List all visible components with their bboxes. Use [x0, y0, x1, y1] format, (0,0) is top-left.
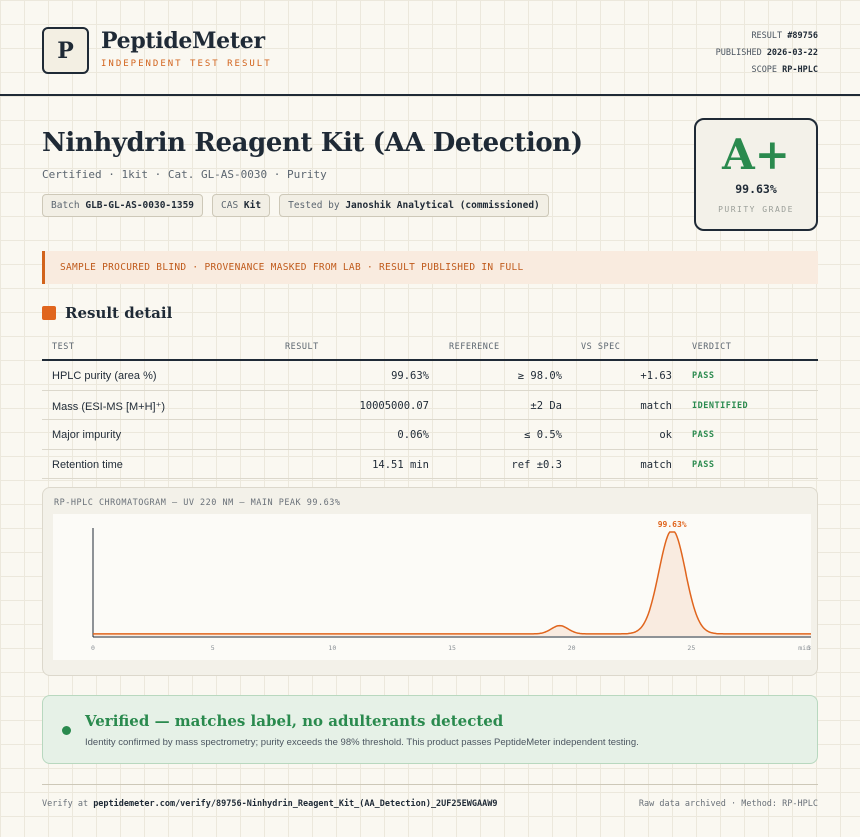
cell-result: 99.63% — [391, 370, 429, 382]
x-tick-label: 20 — [568, 644, 576, 652]
header-reference: REFERENCE — [449, 342, 500, 352]
product-title: Ninhydrin Reagent Kit (AA Detection) — [42, 128, 583, 158]
chromatogram-panel: RP-HPLC CHROMATOGRAM — UV 220 NM — MAIN … — [42, 487, 818, 676]
result-label: RESULT — [751, 31, 783, 41]
header-vs-spec: VS SPEC — [581, 342, 621, 352]
grade-label: PURITY GRADE — [718, 205, 794, 214]
cell-verdict: PASS — [692, 459, 715, 470]
section-header: Result detail — [42, 304, 172, 322]
table-header: TEST RESULT REFERENCE VS SPEC VERDICT — [42, 340, 818, 361]
grade-letter: A+ — [722, 130, 790, 179]
cell-result: 14.51 min — [372, 458, 429, 471]
cas-chip: CAS Kit — [212, 194, 271, 217]
cell-reference: ≤ 0.5% — [524, 429, 562, 441]
cell-vs-spec: match — [640, 399, 672, 412]
chromatogram-fill — [93, 532, 811, 636]
brand-subtitle: INDEPENDENT TEST RESULT — [101, 59, 272, 69]
tested-by-chip: Tested by Janoshik Analytical (commissio… — [279, 194, 549, 217]
footer-verify: Verify at peptidemeter.com/verify/89756-… — [42, 799, 497, 809]
section-title: Result detail — [65, 304, 173, 322]
cell-vs-spec: ok — [659, 429, 672, 441]
header-verdict: VERDICT — [692, 342, 732, 352]
scope-label: SCOPE — [751, 65, 778, 75]
verified-text: Identity confirmed by mass spectrometry;… — [85, 737, 639, 748]
header-test: TEST — [52, 342, 75, 352]
cell-test: HPLC purity (area %) — [52, 370, 157, 382]
verify-prefix: Verify at — [42, 799, 89, 809]
brand-name: PeptideMeter — [101, 28, 265, 54]
cell-vs-spec: match — [640, 458, 672, 471]
peak-label: 99.63% — [658, 520, 687, 529]
header-result: RESULT — [285, 342, 319, 352]
chip-value: Kit — [243, 200, 262, 211]
result-meta: RESULT #89756 PUBLISHED 2026-03-22 SCOPE… — [716, 28, 818, 79]
published-label: PUBLISHED — [715, 48, 762, 58]
table-row: Retention time 14.51 min ref ±0.3 match … — [42, 450, 818, 479]
cell-reference: ≥ 98.0% — [517, 370, 562, 382]
cell-reference: ref ±0.3 — [511, 458, 562, 471]
square-icon — [42, 306, 56, 320]
table-row: Major impurity 0.06% ≤ 0.5% ok PASS — [42, 420, 818, 450]
chromatogram-line — [93, 531, 811, 635]
table-row: Mass (ESI-MS [M+H]⁺) 10005000.07 ±2 Da m… — [42, 391, 818, 420]
chart-area: 99.63% 0 5 10 15 20 25 30min — [53, 514, 811, 660]
verified-box: Verified — matches label, no adulterants… — [42, 695, 818, 764]
logo-icon: P — [42, 27, 89, 74]
cell-test: Retention time — [52, 458, 123, 471]
scope-value: RP-HPLC — [782, 65, 818, 75]
chip-label: CAS — [221, 200, 239, 211]
chip-value: Janoshik Analytical (commissioned) — [345, 200, 540, 211]
cell-verdict: PASS — [692, 371, 715, 381]
published-date: 2026-03-22 — [766, 48, 818, 58]
chart-title: RP-HPLC CHROMATOGRAM — UV 220 NM — MAIN … — [54, 498, 341, 508]
chip-label: Batch — [51, 200, 80, 211]
batch-chip: Batch GLB-GL-AS-0030-1359 — [42, 194, 204, 217]
verified-dot-icon — [62, 726, 71, 735]
verify-link[interactable]: peptidemeter.com/verify/89756-Ninhydrin_… — [93, 799, 498, 809]
footer-divider — [42, 784, 818, 785]
x-tick-label: 25 — [687, 644, 695, 652]
product-chips: Batch GLB-GL-AS-0030-1359 CAS Kit Tested… — [42, 194, 549, 217]
procurement-banner: SAMPLE PROCURED BLIND · PROVENANCE MASKE… — [42, 251, 818, 284]
page-header: P PeptideMeter INDEPENDENT TEST RESULT R… — [0, 0, 860, 96]
verified-title: Verified — matches label, no adulterants… — [85, 712, 504, 730]
product-subtitle: Certified · 1kit · Cat. GL-AS-0030 · Pur… — [42, 168, 327, 181]
chip-value: GLB-GL-AS-0030-1359 — [85, 200, 195, 211]
chip-label: Tested by — [288, 200, 340, 211]
table-row: HPLC purity (area %) 99.63% ≥ 98.0% +1.6… — [42, 361, 818, 391]
cell-result: 10005000.07 — [359, 399, 429, 412]
cell-vs-spec: +1.63 — [640, 370, 672, 382]
cell-verdict: PASS — [692, 430, 715, 440]
cell-result: 0.06% — [397, 429, 429, 441]
x-tick-label: 30 — [807, 644, 811, 652]
result-number: #89756 — [787, 31, 818, 41]
chromatogram-chart: 99.63% 0 5 10 15 20 25 30min — [91, 520, 811, 652]
cell-verdict: IDENTIFIED — [692, 400, 749, 411]
cell-test: Mass (ESI-MS [M+H]⁺) — [52, 400, 166, 413]
footer-archive-note: Raw data archived · Method: RP-HPLC — [638, 799, 818, 809]
result-table: TEST RESULT REFERENCE VS SPEC VERDICT HP… — [42, 340, 818, 479]
grade-percent: 99.63% — [735, 182, 777, 196]
x-tick-label: 15 — [448, 644, 456, 652]
x-tick-label: 5 — [211, 644, 215, 652]
x-axis-unit: min — [798, 644, 810, 652]
cell-test: Major impurity — [52, 429, 122, 441]
x-tick-label: 0 — [91, 644, 95, 652]
purity-grade-card: A+ 99.63% PURITY GRADE — [694, 118, 818, 231]
x-tick-label: 10 — [328, 644, 336, 652]
cell-reference: ±2 Da — [530, 399, 562, 412]
